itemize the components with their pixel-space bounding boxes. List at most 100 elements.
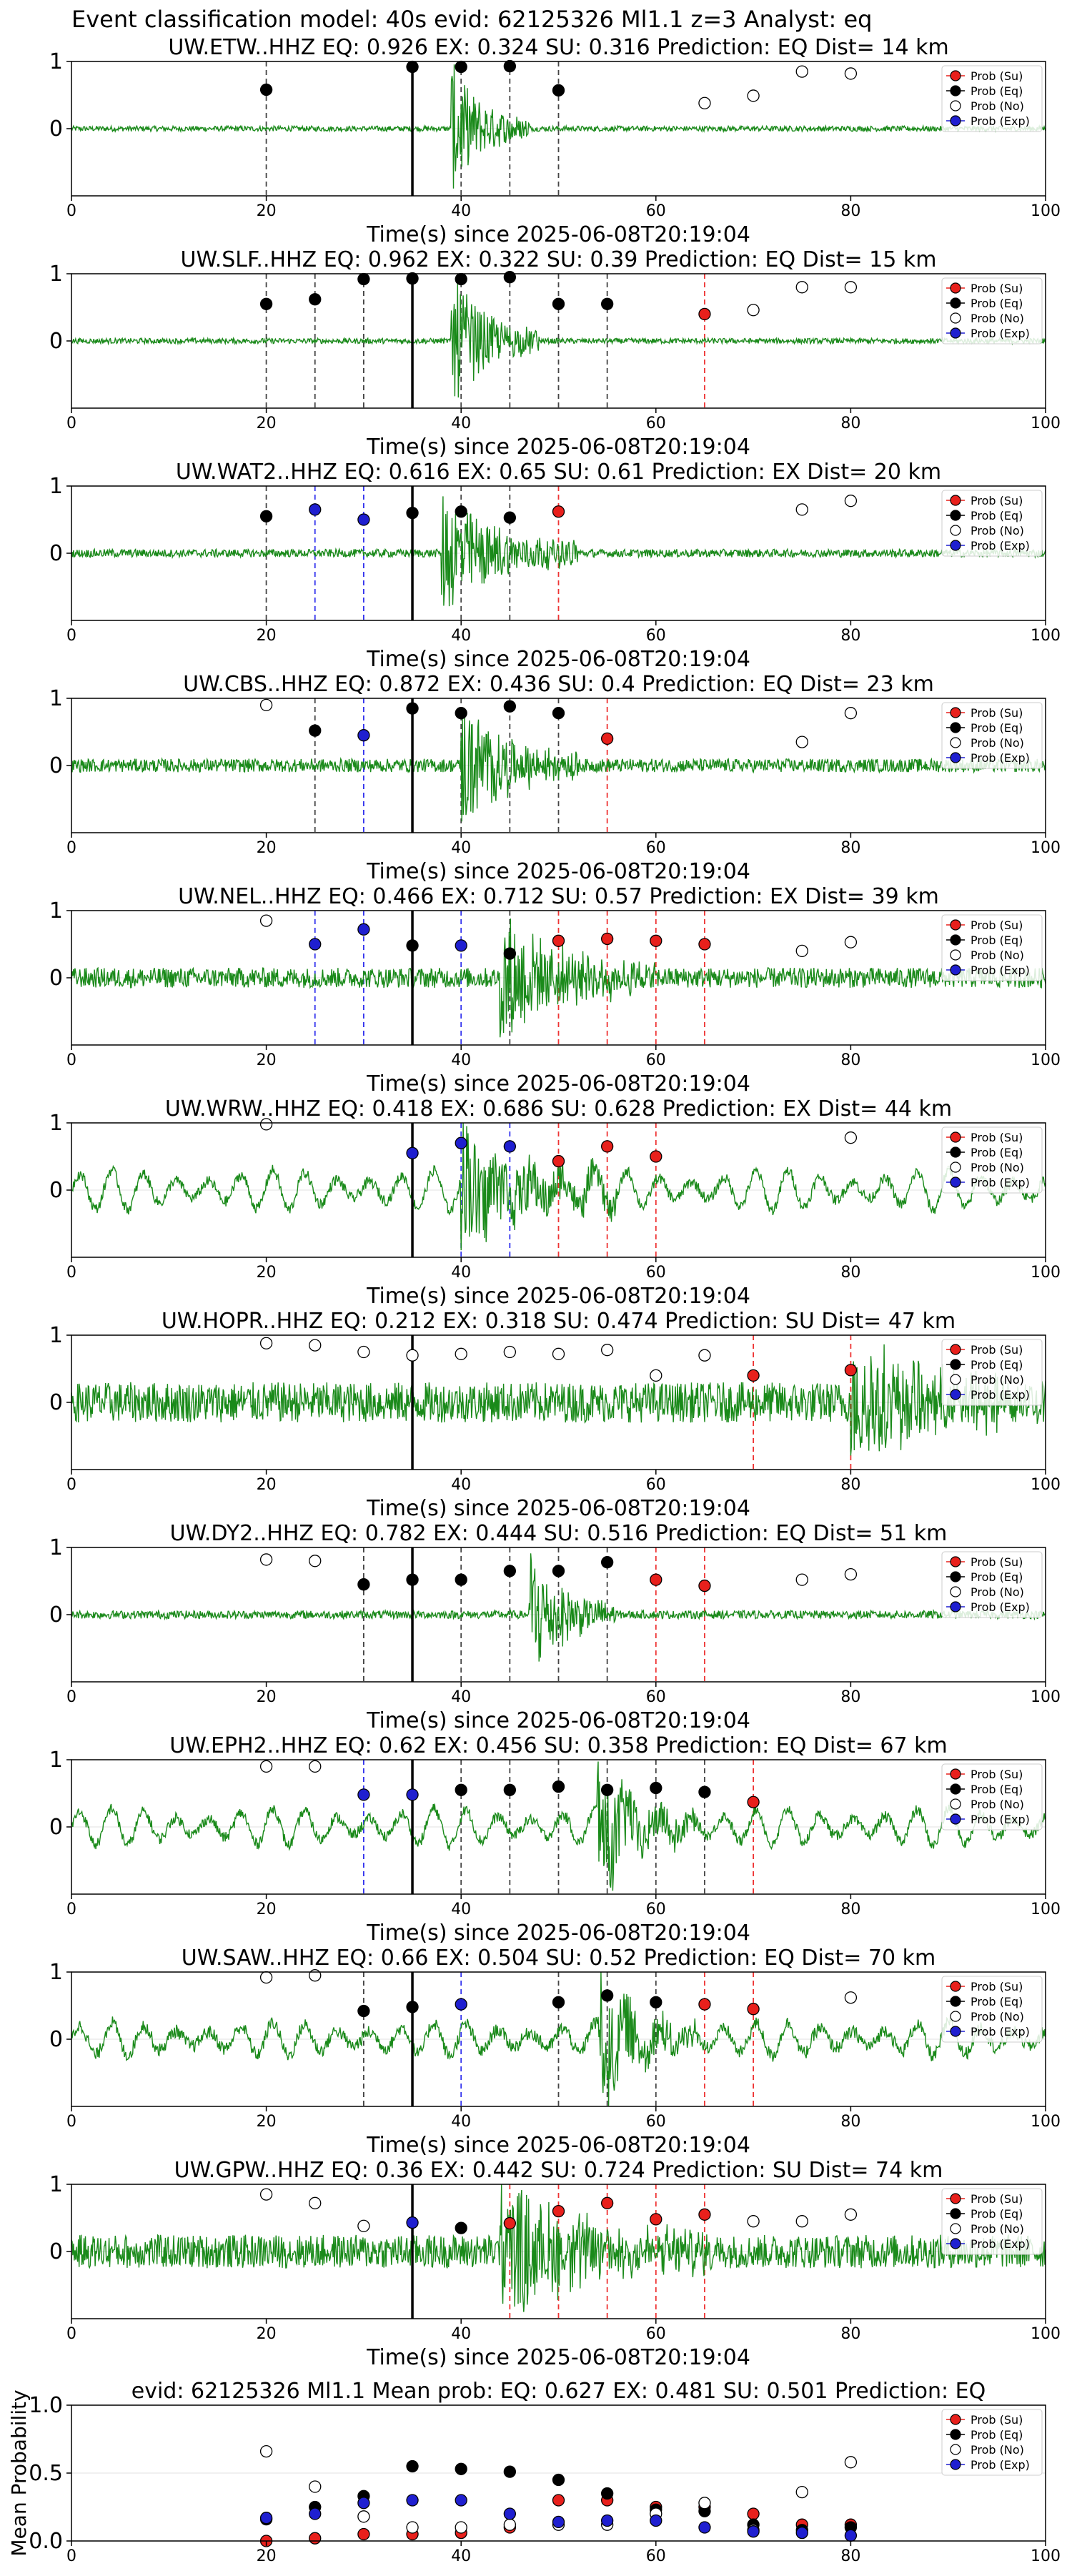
mean-prob-point-exp: [357, 2497, 370, 2510]
legend-marker-su: [950, 707, 961, 718]
legend-label: Prob (Exp): [971, 539, 1030, 553]
prob-point-exp: [357, 923, 370, 936]
x-tick-label: 20: [257, 2113, 277, 2131]
x-tick-label: 40: [451, 627, 471, 645]
legend-label: Prob (Su): [971, 2413, 1023, 2427]
x-axis-label: Time(s) since 2025-06-08T20:19:04: [366, 1496, 750, 1521]
prob-point-no: [844, 2208, 858, 2221]
prob-point-eq: [601, 297, 614, 310]
prob-point-no: [357, 1345, 370, 1359]
prob-point-exp: [309, 503, 322, 516]
legend-marker-eq: [950, 1359, 961, 1370]
mean-prob-point-no: [406, 2521, 419, 2534]
panel-title: UW.WRW..HHZ EQ: 0.418 EX: 0.686 SU: 0.62…: [165, 1096, 952, 1121]
x-tick-label: 0: [66, 1051, 76, 1069]
prob-point-eq: [309, 724, 322, 737]
prob-point-eq: [552, 297, 565, 310]
panel-2: UW.WAT2..HHZ EQ: 0.616 EX: 0.65 SU: 0.61…: [49, 460, 1061, 672]
x-tick-label: 60: [646, 1051, 666, 1069]
legend-label: Prob (Su): [971, 1343, 1023, 1357]
x-tick-label: 40: [451, 1901, 471, 1918]
prob-point-eq: [455, 1573, 467, 1586]
panel-3: UW.CBS..HHZ EQ: 0.872 EX: 0.436 SU: 0.4 …: [49, 672, 1061, 884]
x-tick-label: 60: [646, 1476, 666, 1494]
prob-point-eq: [455, 707, 467, 720]
legend-marker-exp: [950, 2238, 961, 2249]
legend-marker-exp: [950, 115, 961, 127]
prob-point-no: [259, 1337, 273, 1349]
legend-marker-eq: [950, 1996, 961, 2007]
prob-point-exp: [406, 1146, 419, 1159]
mean-prob-point-exp: [552, 2515, 565, 2529]
prob-point-exp: [357, 1788, 370, 1801]
legend-box: [941, 1551, 1043, 1618]
x-axis-label: Time(s) since 2025-06-08T20:19:04: [366, 435, 750, 460]
prob-point-eq: [406, 506, 419, 520]
prob-point-no: [552, 1347, 565, 1360]
x-tick-label: 80: [840, 1264, 860, 1282]
prob-point-no: [406, 1349, 419, 1362]
prob-point-no: [357, 2219, 370, 2232]
prob-point-exp: [455, 939, 467, 952]
legend-marker-eq: [950, 85, 961, 96]
prob-point-su: [698, 307, 711, 321]
legend-label: Prob (No): [971, 1373, 1024, 1387]
legend-marker-no: [950, 2011, 961, 2022]
y-tick-label: 0: [49, 117, 63, 142]
x-tick-label: 40: [451, 1688, 471, 1706]
legend-marker-eq: [950, 1571, 961, 1582]
x-tick-label: 100: [1031, 202, 1061, 220]
prob-point-eq: [406, 939, 419, 952]
legend-label: Prob (Eq): [971, 1783, 1023, 1796]
x-tick-label: 60: [646, 1901, 666, 1918]
x-tick-label: 0: [66, 1264, 76, 1282]
prob-point-su: [650, 1150, 662, 1163]
seismogram-trace: [71, 918, 1046, 1038]
legend-marker-no: [950, 1374, 961, 1385]
prob-point-no: [259, 1118, 273, 1131]
y-tick-label: 0: [49, 329, 63, 354]
legend-marker-exp: [950, 2459, 961, 2470]
y-tick-label: 1: [49, 474, 63, 499]
legend-label: Prob (Exp): [971, 751, 1030, 765]
mean-prob-point-no: [357, 2510, 370, 2523]
x-axis-label: Time(s) since 2025-06-08T20:19:04: [366, 2133, 750, 2158]
legend-box: [941, 277, 1043, 345]
prob-point-eq: [357, 272, 370, 286]
legend-marker-no: [950, 1161, 961, 1173]
prob-point-eq: [259, 83, 273, 96]
seismogram-trace: [71, 1122, 1046, 1251]
legend-label: Prob (No): [971, 948, 1024, 962]
prob-point-su: [552, 2204, 565, 2218]
x-tick-label: 40: [451, 1264, 471, 1282]
x-tick-label: 20: [257, 839, 277, 857]
x-tick-label: 80: [840, 415, 860, 432]
mean-prob-point-eq: [503, 2465, 516, 2478]
prob-point-eq: [455, 2221, 467, 2234]
prob-point-no: [844, 707, 858, 720]
legend-box: [941, 65, 1043, 132]
prob-point-eq: [406, 1573, 419, 1586]
x-tick-label: 100: [1031, 1476, 1061, 1494]
prob-point-eq: [406, 702, 419, 715]
mean-prob-point-exp: [795, 2526, 808, 2540]
legend-label: Prob (Su): [971, 918, 1023, 932]
x-tick-label: 60: [646, 2113, 666, 2131]
prob-point-no: [795, 735, 808, 748]
prob-point-su: [698, 2208, 711, 2221]
x-tick-label: 100: [1031, 2325, 1061, 2343]
panel-11: evid: 62125326 Ml1.1 Mean prob: EQ: 0.62…: [7, 2379, 1061, 2565]
x-tick-label: 80: [840, 2325, 860, 2343]
prob-point-su: [552, 1154, 565, 1168]
x-tick-label: 20: [257, 1688, 277, 1706]
panel-8: UW.EPH2..HHZ EQ: 0.62 EX: 0.456 SU: 0.35…: [49, 1733, 1061, 1946]
prob-point-eq: [406, 2001, 419, 2013]
prob-point-eq: [455, 60, 467, 74]
legend-label: Prob (Su): [971, 69, 1023, 83]
prob-point-su: [552, 934, 565, 947]
y-tick-label: 1: [49, 686, 63, 711]
panel-title: UW.HOPR..HHZ EQ: 0.212 EX: 0.318 SU: 0.4…: [162, 1309, 956, 1334]
x-tick-label: 60: [646, 415, 666, 432]
x-tick-label: 0: [66, 202, 76, 220]
legend-box: [941, 1976, 1043, 2043]
